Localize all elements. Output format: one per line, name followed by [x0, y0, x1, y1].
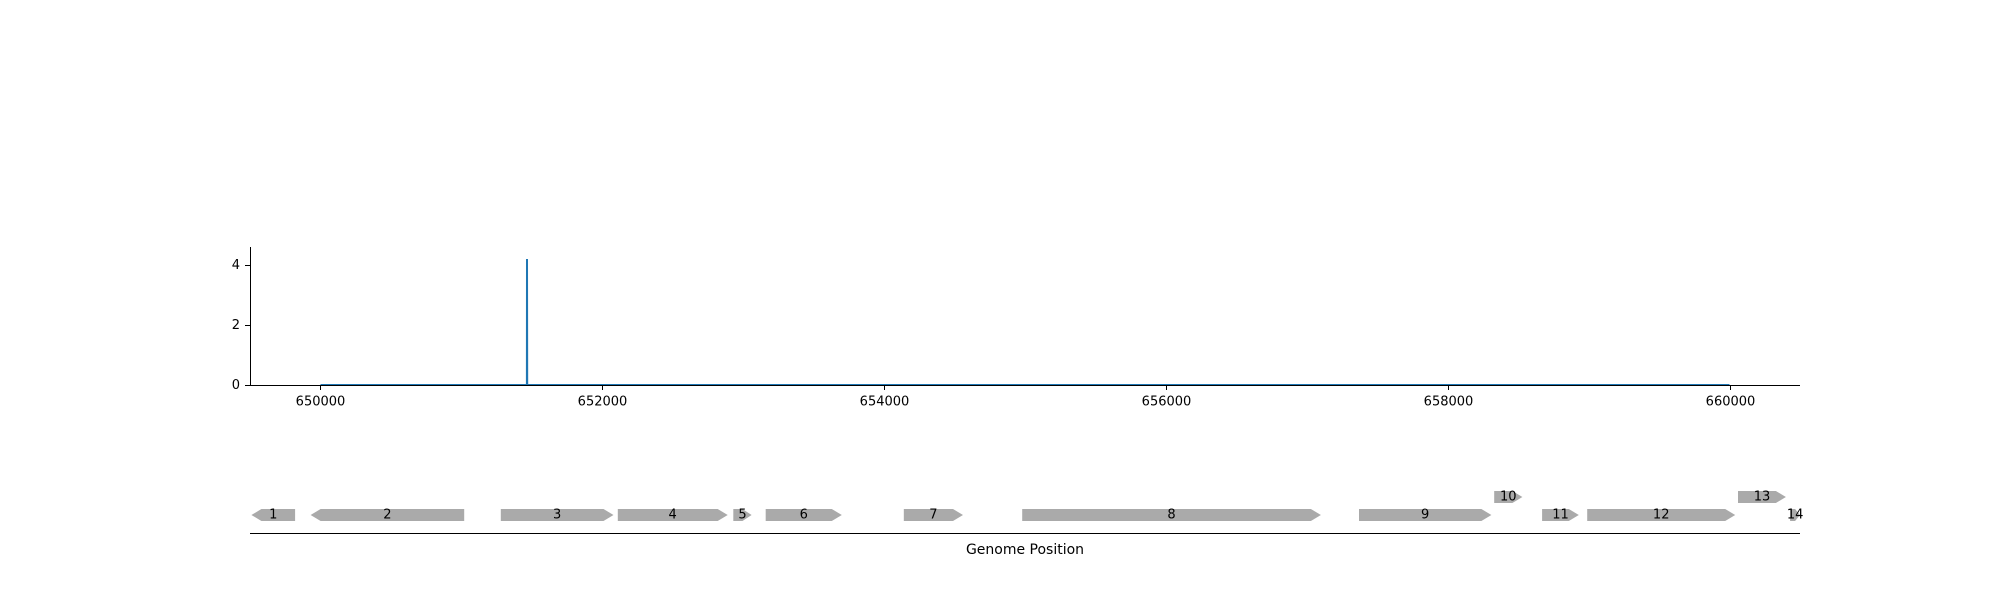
gene-arrow — [251, 509, 296, 521]
gene-label: 5 — [738, 508, 746, 523]
gene-arrow — [1587, 509, 1736, 521]
gene-14: 14 — [1787, 508, 1804, 523]
gene-label: 14 — [1787, 508, 1804, 523]
gene-arrow — [1542, 509, 1579, 521]
gene-arrow — [1022, 509, 1321, 521]
gene-3: 3 — [500, 508, 614, 523]
gene-arrow — [903, 509, 963, 521]
gene-label: 2 — [383, 508, 391, 523]
gene-label: 9 — [1421, 508, 1429, 523]
gene-7: 7 — [903, 508, 963, 523]
y-tick-label: 4 — [232, 258, 240, 273]
gene-arrow — [500, 509, 614, 521]
gene-12: 12 — [1587, 508, 1736, 523]
gene-label: 12 — [1653, 508, 1670, 523]
gene-9: 9 — [1359, 508, 1492, 523]
gene-label: 11 — [1552, 508, 1569, 523]
gene-4: 4 — [617, 508, 728, 523]
x-tick-label: 658000 — [1424, 395, 1474, 410]
coverage-line — [320, 258, 1730, 386]
gene-arrow — [1738, 491, 1786, 503]
gene-label: 3 — [553, 508, 561, 523]
x-tick-label: 660000 — [1706, 395, 1756, 410]
gene-11: 11 — [1542, 508, 1579, 523]
gene-8: 8 — [1022, 508, 1321, 523]
y-tick-label: 0 — [232, 378, 240, 393]
x-tick-label: 652000 — [578, 395, 628, 410]
x-tick-label: 654000 — [860, 395, 910, 410]
gene-2: 2 — [310, 508, 465, 523]
gene-1: 1 — [251, 508, 296, 523]
gene-10: 10 — [1494, 490, 1523, 505]
gene-label: 13 — [1754, 490, 1771, 505]
y-tick-label: 2 — [232, 318, 240, 333]
gene-13: 13 — [1738, 490, 1786, 505]
coverage-series — [320, 258, 1730, 386]
x-tick-label: 656000 — [1142, 395, 1192, 410]
gene-arrow — [1494, 491, 1523, 503]
x-tick-label: 650000 — [296, 395, 346, 410]
gene-arrow — [310, 509, 465, 521]
gene-arrow — [1790, 509, 1800, 521]
gene-arrow — [1359, 509, 1492, 521]
x-axis-label: Genome Position — [966, 542, 1084, 558]
gene-label: 4 — [669, 508, 677, 523]
gene-arrow — [733, 509, 752, 521]
gene-label: 6 — [800, 508, 808, 523]
gene-arrow — [765, 509, 842, 521]
gene-5: 5 — [733, 508, 752, 523]
gene-arrow — [617, 509, 728, 521]
gene-label: 10 — [1500, 490, 1517, 505]
gene-label: 8 — [1167, 508, 1175, 523]
coverage-plot: 650000 652000 654000 656000 658000 660000 0 2 4 — [232, 247, 1800, 410]
gene-label: 7 — [929, 508, 937, 523]
gene-6: 6 — [765, 508, 842, 523]
coverage-axis-ticks: 650000 652000 654000 656000 658000 660000 0 2 4 — [232, 258, 1756, 410]
gene-label: 1 — [269, 508, 277, 523]
